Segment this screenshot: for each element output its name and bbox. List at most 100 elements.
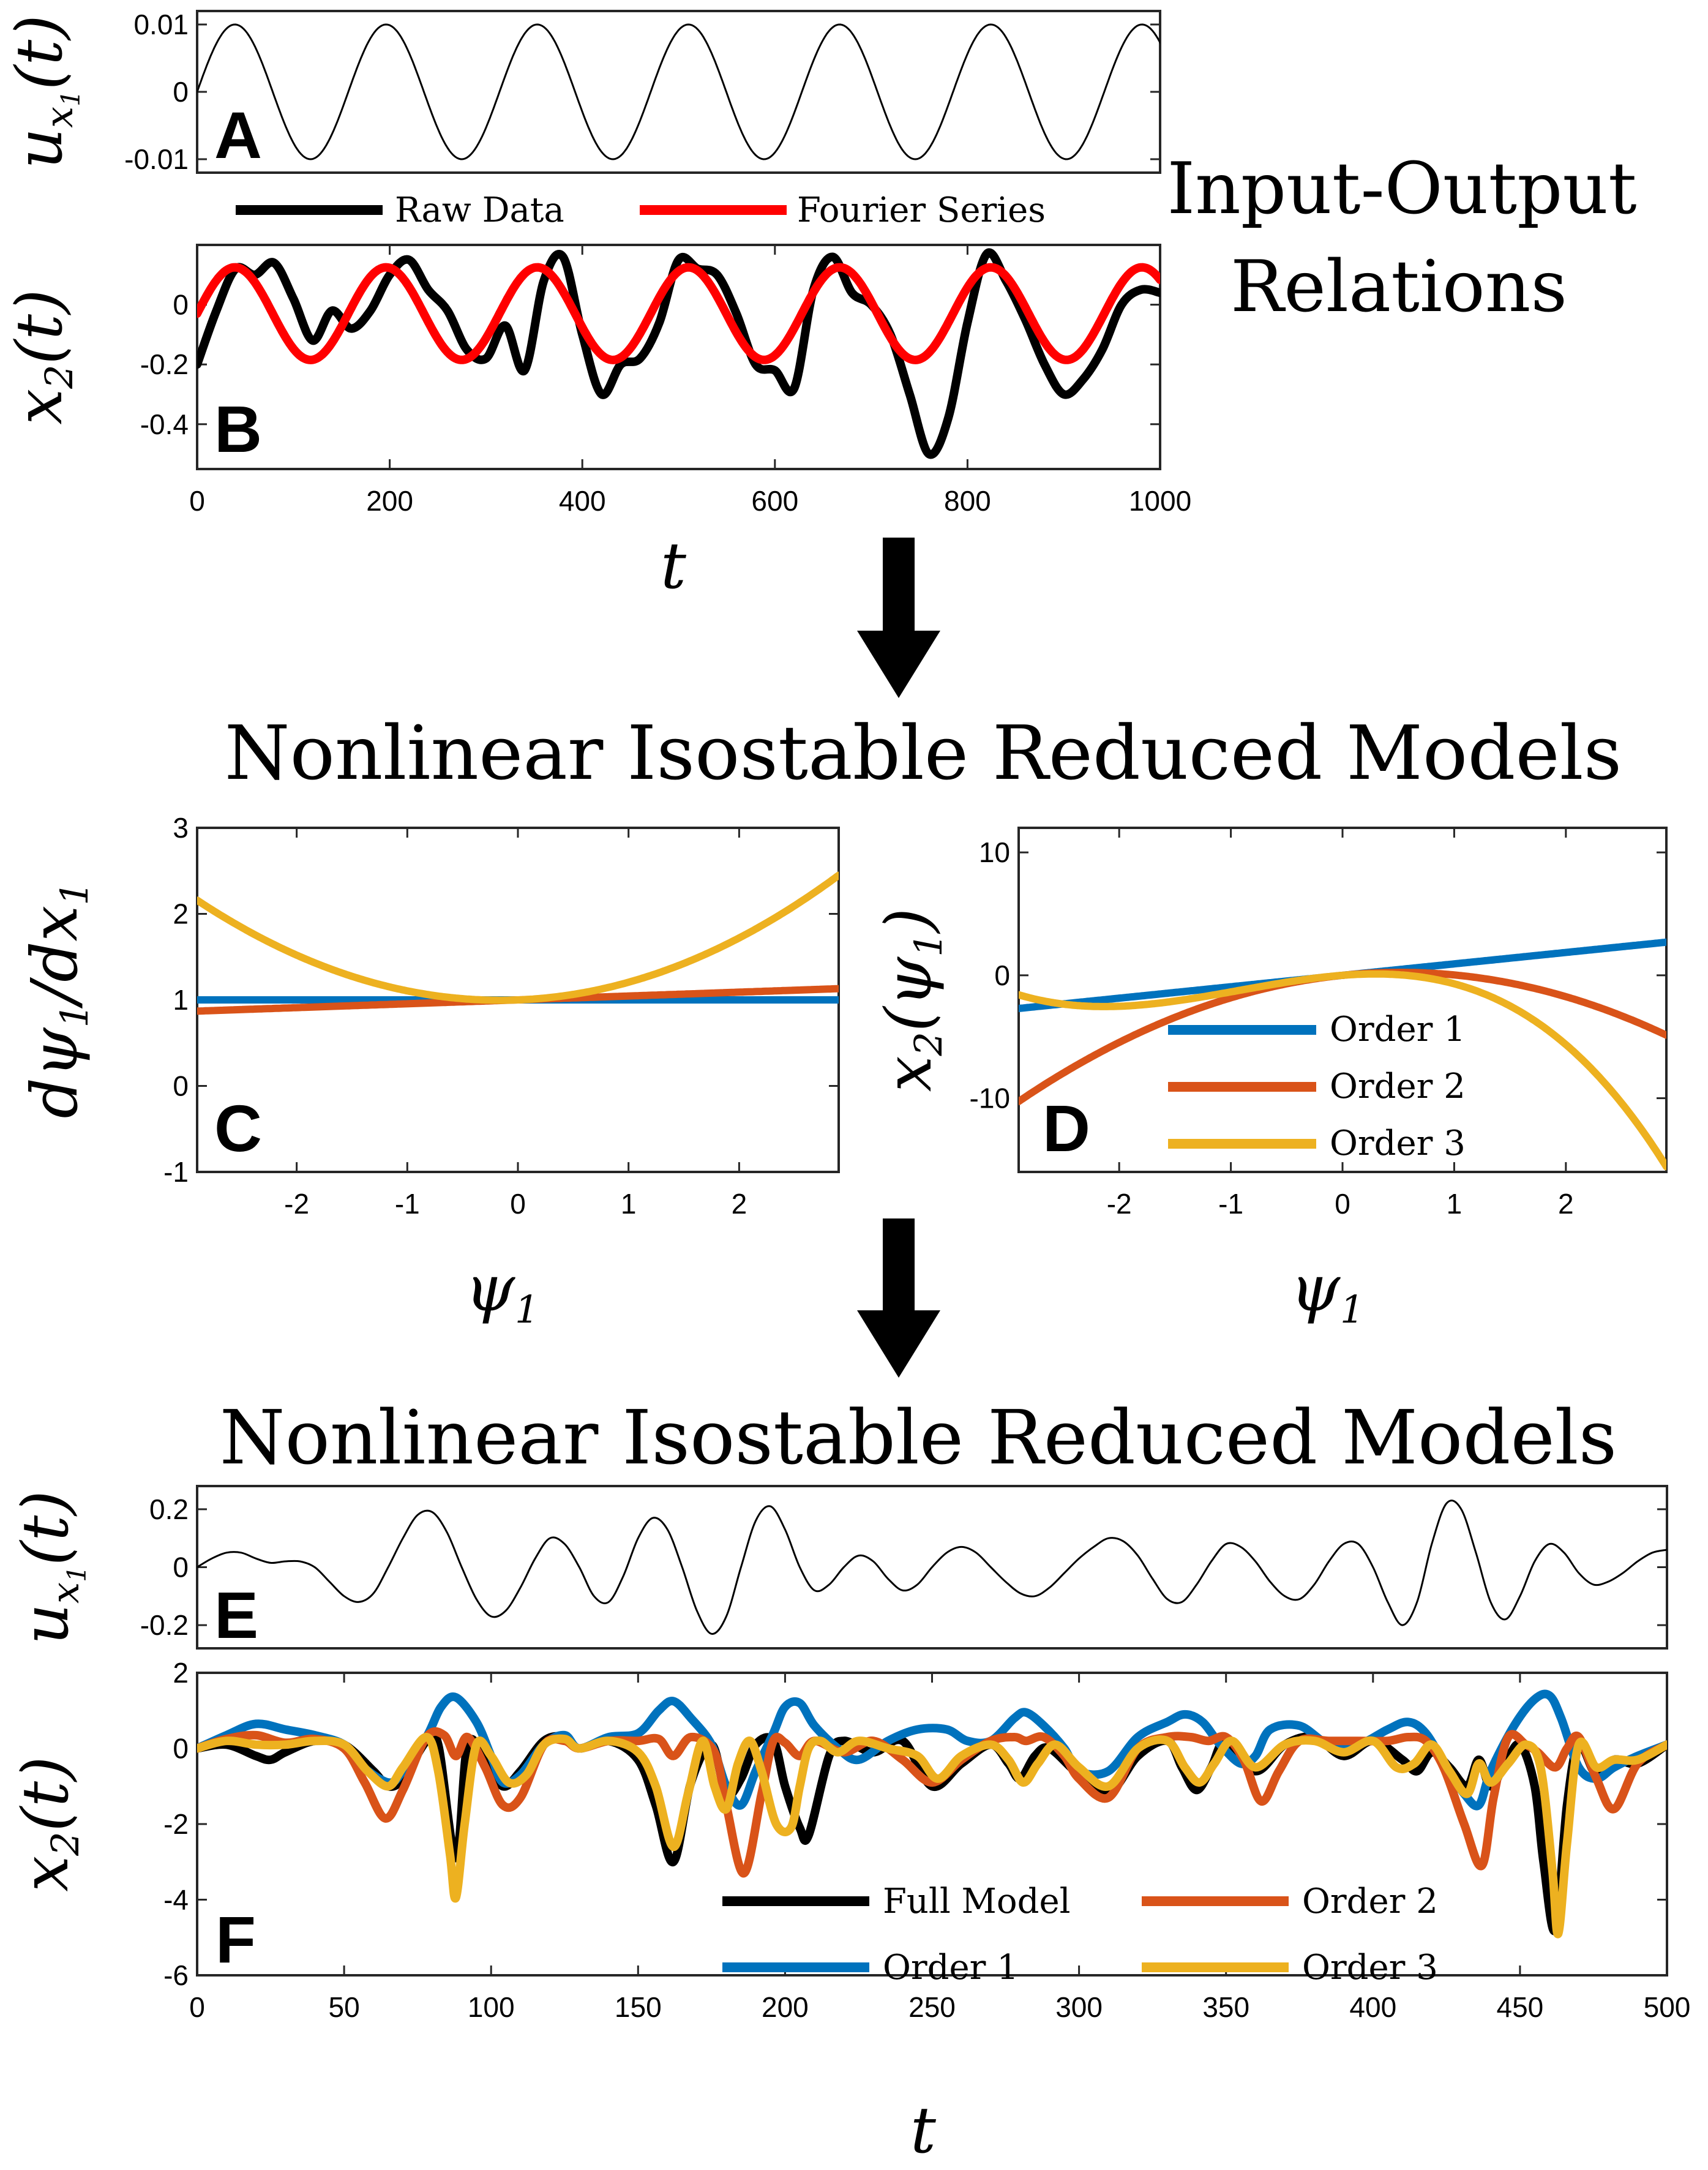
xlabel-b: t bbox=[661, 528, 686, 603]
xlabel-f: t bbox=[910, 2093, 936, 2168]
panel-label-f: F bbox=[215, 1902, 256, 1977]
legend-d-order2-label: Order 2 bbox=[1330, 1067, 1466, 1106]
ytick-label: -4 bbox=[163, 1884, 189, 1916]
legend-d: Order 1 Order 2 Order 3 bbox=[1168, 1010, 1466, 1163]
svg-text:ψ1: ψ1 bbox=[465, 1251, 539, 1332]
svg-text:x2(ψ1): x2(ψ1) bbox=[871, 908, 951, 1092]
panel-a: -0.01 0 0.01 A ux1(t) bbox=[2, 9, 1161, 175]
series-e bbox=[197, 1500, 1667, 1635]
axes-c-ticks: -1 0 1 2 3 -2 -1 0 1 2 bbox=[163, 812, 839, 1220]
series-line-fourier-series bbox=[197, 263, 1160, 364]
ytick-label: 1 bbox=[173, 984, 189, 1016]
legend-f-order3-label: Order 3 bbox=[1302, 1948, 1438, 1988]
ytick-label: -2 bbox=[163, 1808, 189, 1840]
xtick-label: -2 bbox=[1107, 1188, 1132, 1220]
ytick-label: 0 bbox=[173, 1070, 189, 1102]
panel-label-d: D bbox=[1043, 1091, 1090, 1165]
ylabel-e: ux1(t) bbox=[8, 1490, 92, 1645]
down-arrow-1 bbox=[857, 538, 940, 698]
xtick-label: 800 bbox=[944, 485, 991, 517]
axes-f-ticks: -6 -4 -2 0 2 0 50 100 150 200 250 300 350 400 450 500 bbox=[163, 1657, 1690, 2023]
legend-f: Full Model Order 2 Order 1 Order 3 bbox=[722, 1882, 1438, 1988]
heading-bottom-title: Nonlinear Isostable Reduced Models bbox=[220, 1394, 1617, 1481]
ylabel-c: dψ1/dx1 bbox=[17, 881, 97, 1118]
xtick-label: 2 bbox=[732, 1188, 747, 1220]
ytick-label: 0 bbox=[173, 1552, 189, 1583]
svg-text:ux1(t): ux1(t) bbox=[2, 15, 86, 169]
series-line-order-2 bbox=[197, 1727, 1667, 1878]
panel-c: -1 0 1 2 3 -2 -1 0 1 2 C dψ1/dx1 ψ1 bbox=[17, 812, 840, 1332]
svg-text:x2(t): x2(t) bbox=[2, 289, 81, 424]
xtick-label: 50 bbox=[329, 1991, 360, 2023]
xtick-label: 400 bbox=[559, 485, 606, 517]
panel-label-e: E bbox=[214, 1578, 258, 1652]
legend-d-order1-label: Order 1 bbox=[1330, 1010, 1466, 1049]
xtick-label: 0 bbox=[189, 1991, 205, 2023]
xtick-label: 1000 bbox=[1129, 485, 1191, 517]
legend-b: Raw Data Fourier Series bbox=[236, 190, 1046, 230]
axes-f-frame bbox=[196, 1672, 1668, 1977]
ytick-label: 0 bbox=[173, 76, 189, 108]
series-d bbox=[1019, 938, 1666, 1171]
panel-label-c: C bbox=[214, 1091, 262, 1165]
axes-e-ticks: -0.2 0 0.2 bbox=[140, 1493, 1667, 1641]
ytick-label: 0 bbox=[173, 289, 189, 321]
xtick-label: -1 bbox=[395, 1188, 420, 1220]
legend-f-full-label: Full Model bbox=[883, 1882, 1071, 1921]
xtick-label: 0 bbox=[1335, 1188, 1350, 1220]
svg-text:dψ1/dx1: dψ1/dx1 bbox=[17, 881, 97, 1118]
legend-d-order3-label: Order 3 bbox=[1330, 1124, 1466, 1163]
xtick-label: 200 bbox=[366, 485, 413, 517]
ylabel-d: x2(ψ1) bbox=[871, 908, 951, 1092]
series-line-u-x1 bbox=[197, 23, 1160, 160]
ytick-label: -0.2 bbox=[140, 1609, 189, 1641]
heading-io-line1: Input-Output bbox=[1167, 148, 1636, 230]
legend-b-fourier-label: Fourier Series bbox=[797, 190, 1046, 230]
axes-a-ticks: -0.01 0 0.01 bbox=[124, 9, 1160, 175]
xtick-label: 0 bbox=[189, 485, 205, 517]
ytick-label: 2 bbox=[173, 898, 189, 930]
panel-label-b: B bbox=[214, 392, 262, 466]
ytick-label: 10 bbox=[979, 836, 1010, 868]
series-f bbox=[197, 1689, 1667, 1939]
series-line-order-3 bbox=[197, 871, 839, 1004]
xtick-label: 200 bbox=[762, 1991, 809, 2023]
ylabel-a: ux1(t) bbox=[2, 15, 86, 169]
xtick-label: 250 bbox=[908, 1991, 956, 2023]
series-line-u-x1 bbox=[197, 1500, 1667, 1635]
ytick-label: -0.2 bbox=[140, 348, 189, 380]
ytick-label: -6 bbox=[163, 1959, 189, 1991]
series-a bbox=[197, 23, 1160, 160]
ytick-label: 2 bbox=[173, 1657, 189, 1689]
ytick-label: 3 bbox=[173, 812, 189, 844]
heading-middle-title: Nonlinear Isostable Reduced Models bbox=[225, 710, 1622, 797]
panel-label-a: A bbox=[214, 98, 262, 172]
ytick-label: 0.2 bbox=[149, 1493, 189, 1525]
axes-b-ticks: -0.4 -0.2 0 0 200 400 600 800 1000 bbox=[140, 245, 1191, 517]
xtick-label: 500 bbox=[1644, 1991, 1691, 2023]
ytick-label: 0.01 bbox=[133, 9, 189, 40]
xtick-label: -2 bbox=[284, 1188, 309, 1220]
down-arrow-2 bbox=[857, 1218, 940, 1378]
xtick-label: 1 bbox=[1447, 1188, 1463, 1220]
ylabel-f: x2(t) bbox=[8, 1756, 88, 1891]
svg-text:x2(t): x2(t) bbox=[8, 1756, 88, 1891]
xtick-label: 1 bbox=[621, 1188, 637, 1220]
ytick-label: -0.4 bbox=[140, 408, 189, 440]
xtick-label: 600 bbox=[751, 485, 798, 517]
xtick-label: 100 bbox=[468, 1991, 515, 2023]
panel-e: -0.2 0 0.2 E ux1(t) bbox=[8, 1485, 1668, 1652]
xtick-label: 300 bbox=[1055, 1991, 1103, 2023]
legend-b-raw-label: Raw Data bbox=[395, 190, 564, 230]
xtick-label: -1 bbox=[1218, 1188, 1243, 1220]
ylabel-b: x2(t) bbox=[2, 289, 81, 424]
series-line-raw-data bbox=[197, 248, 1160, 459]
xtick-label: 0 bbox=[510, 1188, 526, 1220]
panel-b: -0.4 -0.2 0 0 200 400 600 800 1000 B x2(t) t Raw… bbox=[2, 190, 1191, 603]
series-c bbox=[197, 871, 839, 1015]
ytick-label: 0 bbox=[994, 959, 1010, 991]
xlabel-d: ψ1 bbox=[1290, 1251, 1364, 1332]
